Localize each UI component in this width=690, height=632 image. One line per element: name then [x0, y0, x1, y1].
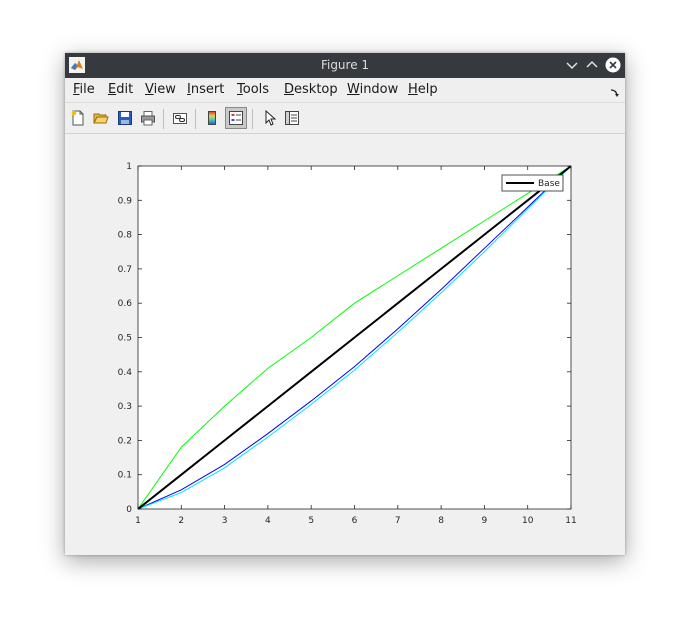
insert-legend-icon — [229, 111, 243, 125]
menu-tools[interactable]: Tools — [237, 82, 270, 97]
matlab-logo-icon — [69, 57, 85, 73]
figure-canvas[interactable]: 1 2 3 4 5 6 7 8 9 10 11 0 0.1 0.2 0.3 0.4 0.5 0.6 0.7 0.8 0.… — [65, 134, 625, 555]
series-line-series-3 — [137, 165, 572, 510]
link-plot-button[interactable] — [169, 107, 191, 129]
window-title: Figure 1 — [320, 58, 370, 72]
y-tick-label: 0.9 — [118, 196, 133, 206]
series-line-base — [137, 165, 572, 510]
y-tick-label: 0 — [126, 505, 132, 515]
dock-figure-icon[interactable] — [609, 84, 621, 97]
edit-plot-pointer-icon — [265, 110, 277, 126]
chevron-down-icon — [566, 62, 578, 70]
property-inspector-icon — [285, 111, 299, 125]
x-tick-label: 4 — [265, 516, 271, 526]
y-tick-label: 1 — [126, 162, 132, 172]
property-inspector-button[interactable] — [281, 107, 303, 129]
menu-insert[interactable]: Insert — [187, 82, 225, 97]
menu-file[interactable]: File — [73, 82, 95, 97]
maximize-button[interactable] — [584, 57, 600, 73]
y-tick-label: 0.6 — [118, 299, 133, 309]
menu-view[interactable]: View — [145, 82, 176, 97]
legend-label: Base — [538, 179, 560, 189]
y-tick-label: 0.3 — [118, 402, 132, 412]
toolbar-separator — [163, 109, 164, 129]
toolbar-separator — [252, 109, 253, 129]
minimize-button[interactable] — [564, 57, 580, 73]
menu-window[interactable]: Window — [347, 82, 399, 97]
axes-box — [137, 165, 572, 510]
insert-legend-button[interactable] — [225, 107, 247, 129]
new-figure-button[interactable] — [67, 107, 89, 129]
x-tick-label: 10 — [522, 516, 534, 526]
print-figure-button[interactable] — [137, 107, 159, 129]
print-icon — [141, 111, 155, 126]
close-icon — [605, 57, 621, 73]
menu-help[interactable]: Help — [408, 82, 438, 97]
link-plot-icon — [173, 113, 187, 124]
insert-colorbar-button[interactable] — [201, 107, 223, 129]
x-tick-label: 9 — [482, 516, 488, 526]
x-tick-label: 2 — [178, 516, 184, 526]
x-tick-label: 7 — [395, 516, 401, 526]
title-bar[interactable]: Figure 1 — [65, 53, 625, 78]
open-file-button[interactable] — [90, 107, 112, 129]
y-tick-label: 0.5 — [118, 334, 132, 344]
x-tick-label: 6 — [352, 516, 358, 526]
open-icon — [93, 113, 109, 124]
line-plot: 1 2 3 4 5 6 7 8 9 10 11 0 0.1 0.2 0.3 0.4 0.5 0.6 0.7 0.8 0.… — [118, 162, 577, 526]
series-line-series-2 — [137, 165, 572, 510]
x-tick-label: 1 — [135, 516, 141, 526]
chevron-up-icon — [586, 60, 598, 68]
save-figure-button[interactable] — [114, 107, 136, 129]
y-tick-label: 0.7 — [118, 265, 132, 275]
y-tick-label: 0.1 — [118, 471, 132, 481]
figure-window: Figure 1 File Edit View Insert Tools Des… — [65, 53, 625, 555]
close-button[interactable] — [605, 57, 621, 73]
x-tick-label: 8 — [438, 516, 444, 526]
y-tick-label: 0.4 — [118, 368, 133, 378]
x-tick-label: 3 — [222, 516, 228, 526]
save-icon — [118, 111, 132, 125]
menu-desktop[interactable]: Desktop — [284, 82, 338, 97]
series-line-series-4 — [137, 165, 572, 510]
figure-toolbar — [65, 103, 625, 134]
y-tick-label: 0.8 — [118, 231, 133, 241]
toolbar-separator — [195, 109, 196, 129]
y-tick-label: 0.2 — [118, 436, 132, 446]
new-figure-icon — [71, 110, 84, 126]
edit-plot-button[interactable] — [259, 107, 281, 129]
menu-bar: File Edit View Insert Tools Desktop Wind… — [65, 78, 625, 103]
x-tick-label: 5 — [308, 516, 314, 526]
x-tick-label: 11 — [565, 516, 576, 526]
insert-colorbar-icon — [208, 111, 216, 125]
menu-edit[interactable]: Edit — [108, 82, 134, 97]
